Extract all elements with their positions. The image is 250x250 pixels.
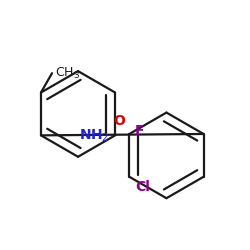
Text: CH$_3$: CH$_3$ [55,66,80,81]
Text: NH$_2$: NH$_2$ [80,127,110,144]
Text: F: F [135,124,144,138]
Text: Cl: Cl [135,180,150,194]
Text: O: O [114,114,126,128]
